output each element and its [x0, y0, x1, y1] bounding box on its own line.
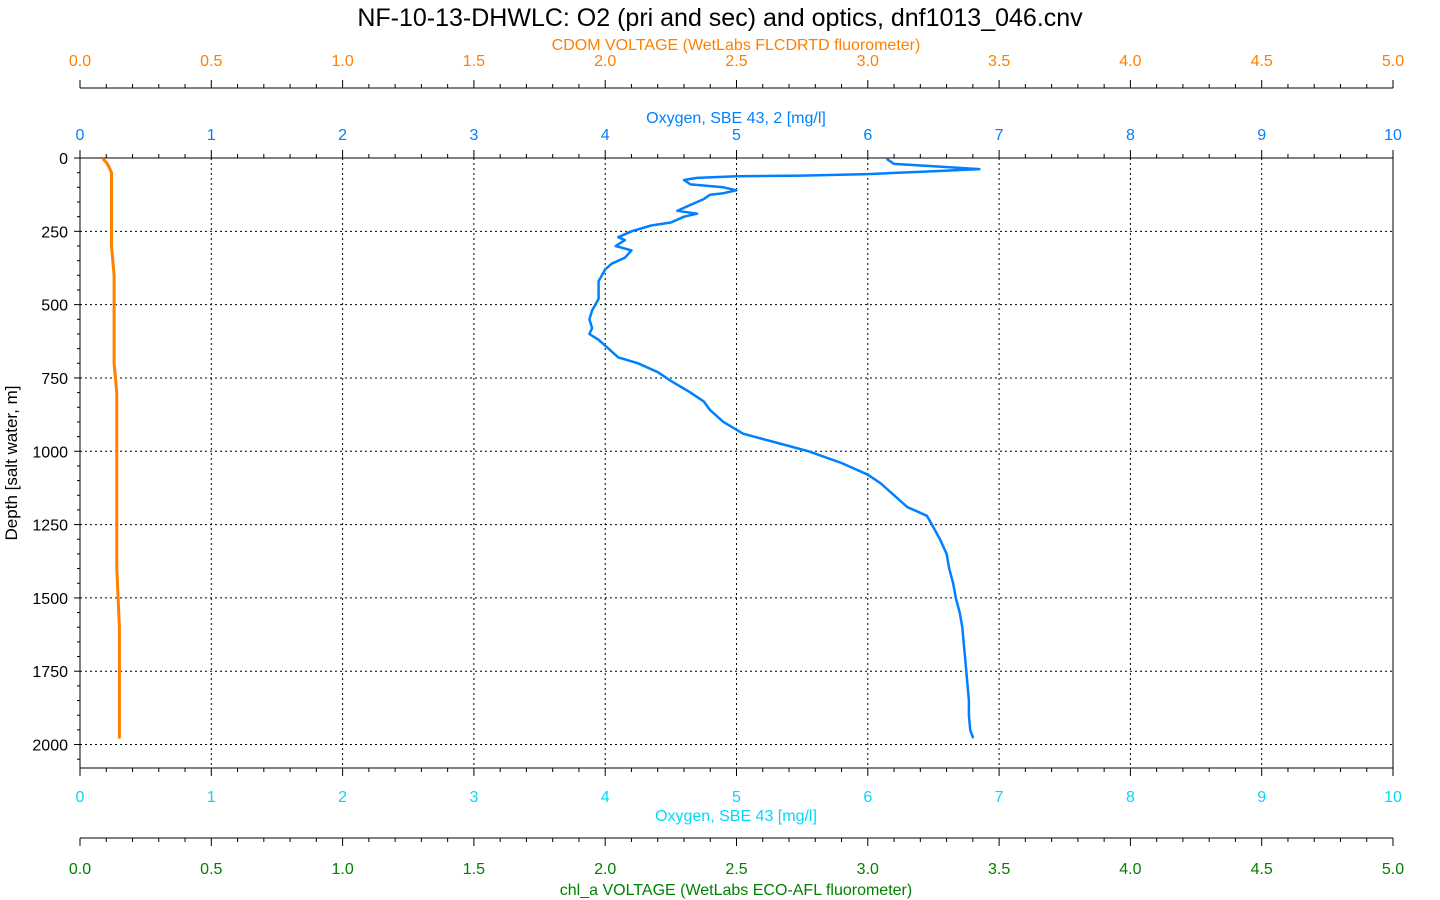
oxy2-tick-label: 3 [469, 127, 478, 144]
oxy2-tick-label: 1 [207, 127, 216, 144]
depth-axis: 0 250 500 750 1000 1250 1500 1750 2000 [32, 151, 80, 760]
oxy2-tick-label: 6 [863, 127, 872, 144]
depth-tick-label: 1500 [32, 591, 68, 608]
chl-tick-label: 4.0 [1119, 861, 1141, 878]
oxy1-tick-label: 7 [995, 789, 1004, 806]
chl-axis-label: chl_a VOLTAGE (WetLabs ECO-AFL fluoromet… [560, 882, 912, 899]
chl-tick-label: 4.5 [1251, 861, 1273, 878]
cdom-tick-label: 1.5 [463, 53, 485, 70]
cdom-tick-label: 3.5 [988, 53, 1010, 70]
chart-title: NF-10-13-DHWLC: O2 (pri and sec) and opt… [357, 4, 1083, 32]
chl-axis: 0.0 0.5 1.0 1.5 2.0 2.5 3.0 3.5 4.0 4.5 5.0 [69, 837, 1404, 878]
cdom-profile-line [102, 158, 121, 739]
oxy1-tick-label: 2 [338, 789, 347, 806]
oxy1-tick-label: 1 [207, 789, 216, 806]
cdom-tick-label: 0.5 [200, 53, 222, 70]
oxygen-secondary-axis: 0 1 2 3 4 5 6 7 8 9 10 [76, 127, 1402, 158]
depth-tick-label: 750 [41, 371, 68, 388]
oxy2-tick-label: 5 [732, 127, 741, 144]
oxy1-tick-label: 5 [732, 789, 741, 806]
oxy1-tick-label: 10 [1384, 789, 1402, 806]
oxygen-primary-axis: 0 1 2 3 4 5 6 7 8 9 10 [76, 768, 1402, 806]
depth-tick-label: 1250 [32, 518, 68, 535]
cdom-tick-label: 3.0 [857, 53, 879, 70]
oxy1-tick-label: 6 [863, 789, 872, 806]
oxy2-tick-label: 7 [995, 127, 1004, 144]
oxy1-tick-label: 9 [1257, 789, 1266, 806]
chl-tick-label: 2.0 [594, 861, 616, 878]
cdom-tick-label: 4.5 [1251, 53, 1273, 70]
oxy2-profile-line [588, 158, 981, 739]
chl-tick-label: 1.5 [463, 861, 485, 878]
cdom-axis-label: CDOM VOLTAGE (WetLabs FLCDRTD fluoromete… [552, 37, 921, 54]
depth-tick-label: 2000 [32, 738, 68, 755]
series-layer [102, 158, 981, 739]
chl-tick-label: 1.0 [331, 861, 353, 878]
oxy1-tick-label: 3 [469, 789, 478, 806]
oxy1-tick-label: 8 [1126, 789, 1135, 806]
oxy2-tick-label: 8 [1126, 127, 1135, 144]
depth-tick-label: 1000 [32, 444, 68, 461]
chl-tick-label: 0.0 [69, 861, 91, 878]
depth-tick-label: 0 [59, 151, 68, 168]
cdom-tick-label: 0.0 [69, 53, 91, 70]
chl-tick-label: 3.0 [857, 861, 879, 878]
cdom-tick-label: 2.5 [725, 53, 747, 70]
depth-axis-label: Depth [salt water, m] [2, 386, 21, 541]
chl-tick-label: 0.5 [200, 861, 222, 878]
depth-tick-label: 500 [41, 298, 68, 315]
cdom-tick-label: 5.0 [1382, 53, 1404, 70]
oxy1-tick-label: 4 [601, 789, 610, 806]
chl-tick-label: 5.0 [1382, 861, 1404, 878]
oxy1-tick-label: 0 [76, 789, 85, 806]
oxy2-tick-label: 2 [338, 127, 347, 144]
oxy2-tick-label: 9 [1257, 127, 1266, 144]
cdom-tick-label: 1.0 [331, 53, 353, 70]
oxy2-tick-label: 4 [601, 127, 610, 144]
chl-tick-label: 3.5 [988, 861, 1010, 878]
oxy2-tick-label: 0 [76, 127, 85, 144]
depth-tick-label: 1750 [32, 664, 68, 681]
cdom-axis: 0.0 0.5 1.0 1.5 2.0 2.5 3.0 3.5 4.0 4.5 5.0 [69, 53, 1404, 89]
cdom-tick-label: 4.0 [1119, 53, 1141, 70]
oxygen-primary-axis-label: Oxygen, SBE 43 [mg/l] [655, 808, 817, 825]
oxygen-secondary-axis-label: Oxygen, SBE 43, 2 [mg/l] [646, 110, 826, 127]
cdom-tick-label: 2.0 [594, 53, 616, 70]
grid [80, 158, 1393, 768]
oxy2-tick-label: 10 [1384, 127, 1402, 144]
chl-tick-label: 2.5 [725, 861, 747, 878]
depth-tick-label: 250 [41, 224, 68, 241]
